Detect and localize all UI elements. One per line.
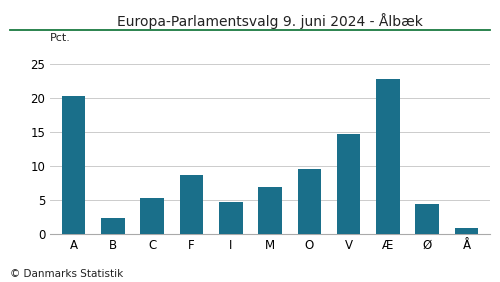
Text: Europa-Parlamentsvalg 9. juni 2024 - Ålbæk: Europa-Parlamentsvalg 9. juni 2024 - Ålb… — [117, 13, 423, 29]
Text: Pct.: Pct. — [50, 34, 71, 43]
Bar — [416, 204, 439, 234]
Bar — [62, 96, 86, 234]
Bar — [376, 79, 400, 234]
Bar — [101, 219, 124, 234]
Bar — [298, 169, 321, 234]
Bar — [180, 175, 203, 234]
Bar — [337, 134, 360, 234]
Bar — [219, 202, 242, 234]
Bar — [140, 198, 164, 234]
Text: © Danmarks Statistik: © Danmarks Statistik — [10, 269, 123, 279]
Bar — [454, 228, 478, 234]
Bar — [258, 187, 282, 234]
